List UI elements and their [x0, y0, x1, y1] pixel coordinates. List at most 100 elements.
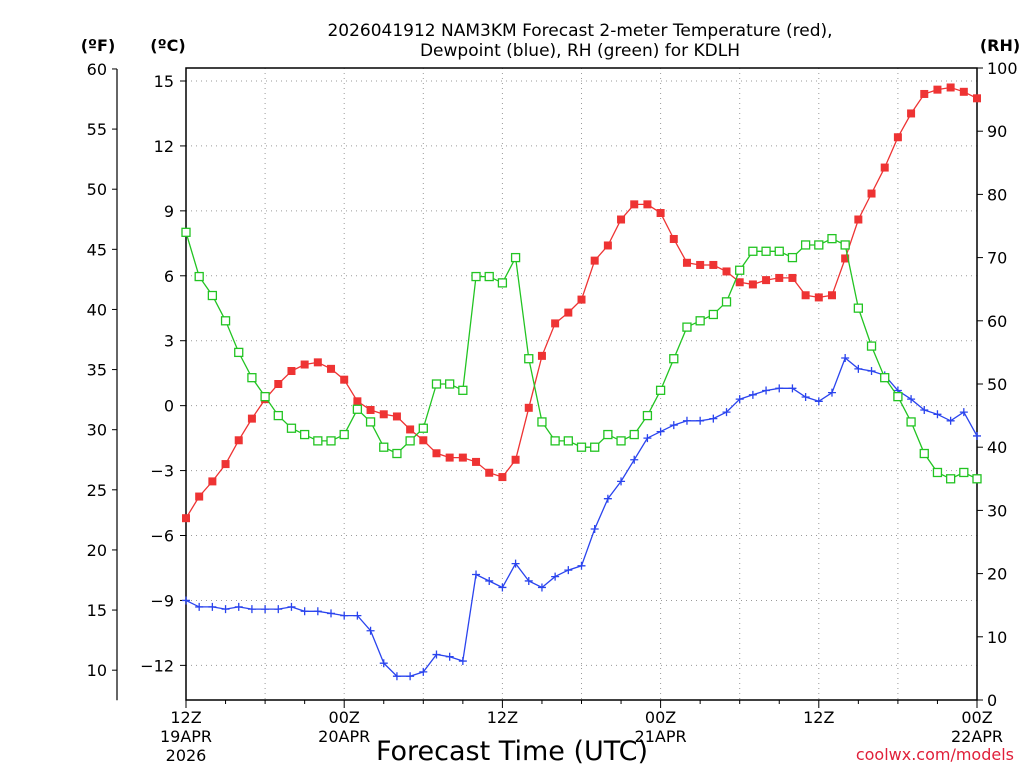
rh-point: [380, 443, 388, 451]
x-tick-label: 12Z: [487, 708, 518, 727]
temperature-point: [195, 493, 203, 501]
rh-point: [314, 437, 322, 445]
credit-label: coolwx.com/models: [856, 745, 1014, 764]
fahrenheit-tick-label: 15: [87, 601, 107, 620]
fahrenheit-tick-label: 40: [87, 300, 107, 319]
temperature-point: [419, 436, 427, 444]
temperature-point: [933, 86, 941, 94]
temperature-point: [947, 83, 955, 91]
celsius-tick-label: 15: [154, 72, 174, 91]
fahrenheit-tick-label: 25: [87, 481, 107, 500]
fahrenheit-tick-label: 50: [87, 180, 107, 199]
rh-point: [933, 468, 941, 476]
temperature-point: [854, 216, 862, 224]
rh-tick-label: 20: [987, 565, 1007, 584]
rh-point: [406, 437, 414, 445]
rh-point: [894, 393, 902, 401]
rh-tick-label: 30: [987, 501, 1007, 520]
temperature-point: [604, 241, 612, 249]
rh-point: [868, 342, 876, 350]
rh-point: [564, 437, 572, 445]
rh-point: [960, 468, 968, 476]
fahrenheit-tick-label: 30: [87, 421, 107, 440]
temperature-point: [208, 477, 216, 485]
chart-title-line1: 2026041912 NAM3KM Forecast 2-meter Tempe…: [327, 21, 832, 41]
rh-point: [604, 431, 612, 439]
celsius-tick-label: 9: [164, 202, 174, 221]
temperature-point: [551, 319, 559, 327]
temperature-point: [301, 361, 309, 369]
temperature-point: [709, 261, 717, 269]
chart-title-line2: Dewpoint (blue), RH (green) for KDLH: [420, 41, 740, 61]
temperature-point: [723, 267, 731, 275]
rh-point: [498, 279, 506, 287]
rh-point: [248, 374, 256, 382]
temperature-point: [973, 94, 981, 102]
rh-point: [432, 380, 440, 388]
x-tick-label: 19APR: [160, 727, 212, 746]
fahrenheit-unit-label: (ºF): [81, 36, 116, 55]
rh-point: [393, 450, 401, 458]
rh-point: [643, 412, 651, 420]
temperature-point: [472, 458, 480, 466]
temperature-point: [696, 261, 704, 269]
temperature-point: [828, 291, 836, 299]
rh-point: [947, 475, 955, 483]
rh-point: [578, 443, 586, 451]
rh-point: [274, 412, 282, 420]
x-tick-label: 20APR: [318, 727, 370, 746]
rh-tick-label: 10: [987, 628, 1007, 647]
rh-point: [788, 254, 796, 262]
x-tick-label: 12Z: [803, 708, 834, 727]
temperature-point: [406, 425, 414, 433]
rh-point: [591, 443, 599, 451]
rh-point: [828, 235, 836, 243]
fahrenheit-tick-label: 60: [87, 60, 107, 79]
rh-point: [472, 273, 480, 281]
temperature-point: [380, 410, 388, 418]
rh-unit-label: (RH): [980, 36, 1020, 55]
fahrenheit-tick-label: 10: [87, 661, 107, 680]
temperature-point: [353, 397, 361, 405]
rh-point: [657, 386, 665, 394]
x-tick-label: 12Z: [170, 708, 201, 727]
temperature-point: [327, 365, 335, 373]
rh-point: [367, 418, 375, 426]
rh-point: [762, 247, 770, 255]
rh-point: [907, 418, 915, 426]
celsius-tick-label: −9: [150, 591, 174, 610]
temperature-point: [498, 473, 506, 481]
rh-point: [235, 348, 243, 356]
rh-point: [802, 241, 810, 249]
rh-point: [287, 424, 295, 432]
rh-tick-label: 50: [987, 375, 1007, 394]
temperature-point: [960, 88, 968, 96]
rh-point: [353, 405, 361, 413]
rh-point: [696, 317, 704, 325]
x-tick-label: 2026: [166, 746, 207, 765]
celsius-tick-label: −12: [140, 656, 174, 675]
temperature-point: [432, 449, 440, 457]
temperature-point: [907, 109, 915, 117]
temperature-point: [749, 280, 757, 288]
fahrenheit-tick-label: 20: [87, 541, 107, 560]
rh-tick-label: 40: [987, 438, 1007, 457]
fahrenheit-tick-label: 55: [87, 120, 107, 139]
rh-point: [683, 323, 691, 331]
temperature-point: [736, 278, 744, 286]
rh-point: [512, 254, 520, 262]
temperature-point: [287, 367, 295, 375]
x-tick-label: 22APR: [951, 727, 1003, 746]
rh-point: [723, 298, 731, 306]
temperature-point: [630, 200, 638, 208]
temperature-point: [459, 454, 467, 462]
rh-point: [419, 424, 427, 432]
rh-point: [617, 437, 625, 445]
temperature-point: [868, 190, 876, 198]
rh-tick-label: 80: [987, 185, 1007, 204]
rh-point: [630, 431, 638, 439]
x-axis-title: Forecast Time (UTC): [376, 736, 648, 767]
rh-point: [195, 273, 203, 281]
rh-point: [973, 475, 981, 483]
temperature-point: [788, 274, 796, 282]
